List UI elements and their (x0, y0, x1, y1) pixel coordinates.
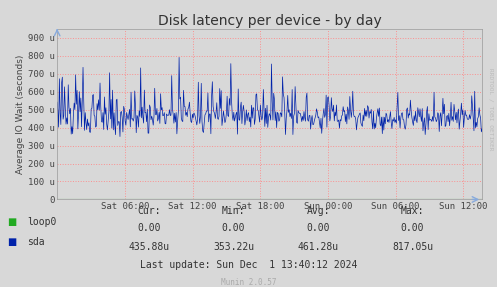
Text: Max:: Max: (401, 206, 424, 216)
Text: 0.00: 0.00 (401, 223, 424, 233)
Text: 353.22u: 353.22u (213, 242, 254, 252)
Text: Cur:: Cur: (137, 206, 161, 216)
Text: 0.00: 0.00 (137, 223, 161, 233)
Text: RRDTOOL / TOBI OETIKER: RRDTOOL / TOBI OETIKER (489, 68, 494, 150)
Text: Munin 2.0.57: Munin 2.0.57 (221, 278, 276, 287)
Text: 0.00: 0.00 (222, 223, 246, 233)
Text: 817.05u: 817.05u (392, 242, 433, 252)
Text: loop0: loop0 (27, 217, 57, 227)
Text: ■: ■ (7, 217, 17, 227)
Y-axis label: Average IO Wait (seconds): Average IO Wait (seconds) (16, 55, 25, 174)
Text: Last update: Sun Dec  1 13:40:12 2024: Last update: Sun Dec 1 13:40:12 2024 (140, 260, 357, 270)
Text: 0.00: 0.00 (306, 223, 330, 233)
Text: 435.88u: 435.88u (129, 242, 169, 252)
Text: Avg:: Avg: (306, 206, 330, 216)
Text: sda: sda (27, 237, 45, 247)
Title: Disk latency per device - by day: Disk latency per device - by day (158, 13, 382, 28)
Text: 461.28u: 461.28u (298, 242, 338, 252)
Text: Min:: Min: (222, 206, 246, 216)
Text: ■: ■ (7, 237, 17, 247)
